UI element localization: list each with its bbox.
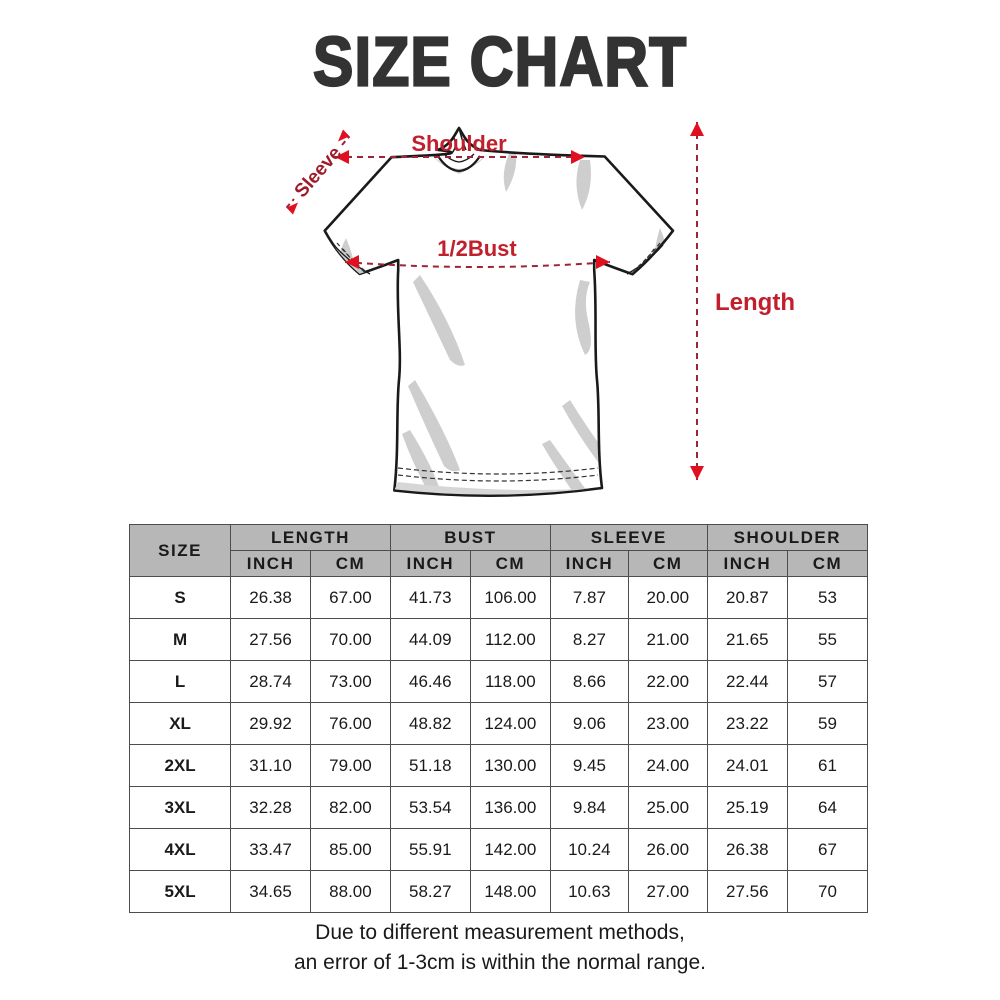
svg-text:Length: Length bbox=[715, 289, 795, 316]
svg-text:Shoulder: Shoulder bbox=[411, 131, 507, 156]
svg-text:1/2Bust: 1/2Bust bbox=[437, 236, 517, 261]
svg-text:Sleeve: Sleeve bbox=[291, 143, 346, 202]
